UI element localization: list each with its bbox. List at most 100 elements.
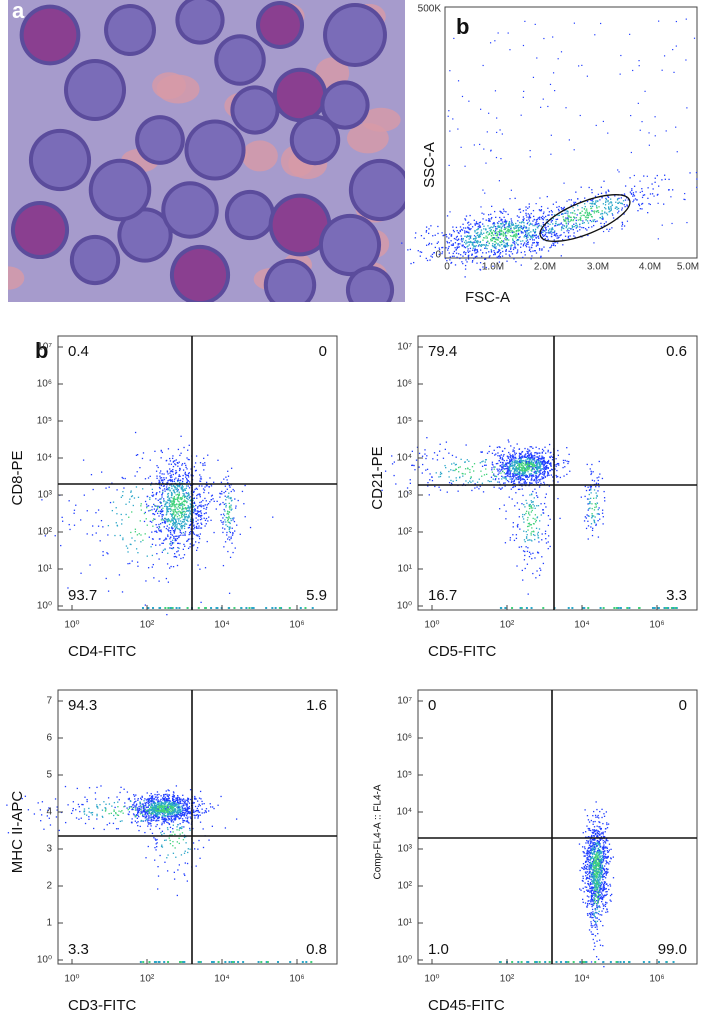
event-dot (502, 223, 503, 224)
event-dot (152, 506, 153, 507)
event-dot (556, 233, 557, 234)
event-dot (588, 538, 589, 539)
event-dot (140, 520, 141, 521)
event-dot (533, 518, 534, 519)
event-dot (519, 222, 520, 223)
event-dot (541, 217, 542, 218)
event-dot (197, 506, 198, 507)
event-dot (468, 258, 469, 259)
event-dot (147, 803, 148, 804)
event-dot (631, 194, 632, 195)
event-dot (232, 518, 233, 519)
event-dot (62, 517, 63, 518)
event-dot (194, 508, 195, 509)
event-dot (563, 475, 564, 476)
event-dot (109, 487, 110, 488)
event-dot (474, 487, 475, 488)
event-dot (589, 503, 590, 504)
event-dot (553, 245, 554, 246)
axis-event (654, 607, 656, 609)
event-dot (204, 803, 205, 804)
event-dot (181, 487, 182, 488)
event-dot (173, 502, 174, 503)
event-dot (593, 519, 594, 520)
event-dot (516, 467, 517, 468)
event-dot (465, 468, 466, 469)
event-dot (526, 241, 527, 242)
event-dot (83, 459, 84, 460)
event-dot (552, 223, 553, 224)
event-dot (229, 522, 230, 523)
event-dot (533, 235, 534, 236)
event-dot (525, 234, 526, 235)
event-dot (622, 222, 623, 223)
event-dot (552, 220, 553, 221)
event-dot (568, 199, 569, 200)
event-dot (121, 523, 122, 524)
event-dot (591, 523, 592, 524)
event-dot (518, 482, 519, 483)
event-dot (477, 235, 478, 236)
event-dot (536, 447, 537, 448)
event-dot (523, 463, 524, 464)
event-dot (117, 525, 118, 526)
event-dot (573, 224, 574, 225)
event-dot (596, 504, 597, 505)
event-dot (543, 475, 544, 476)
event-dot (188, 492, 189, 493)
event-dot (482, 189, 483, 190)
event-dot (534, 489, 535, 490)
event-dot (650, 204, 651, 205)
event-dot (481, 256, 482, 257)
event-dot (589, 490, 590, 491)
event-dot (612, 205, 613, 206)
event-dot (575, 222, 576, 223)
event-dot (501, 234, 502, 235)
event-dot (182, 475, 183, 476)
event-dot (551, 214, 552, 215)
x-tick-label: 10⁶ (649, 620, 664, 631)
event-dot (510, 228, 511, 229)
event-dot (145, 805, 146, 806)
event-dot (122, 477, 123, 478)
event-dot (188, 473, 189, 474)
event-dot (526, 231, 527, 232)
event-dot (517, 220, 518, 221)
event-dot (452, 256, 453, 257)
event-dot (529, 220, 530, 221)
event-dot (483, 491, 484, 492)
event-dot (186, 815, 187, 816)
event-dot (579, 229, 580, 230)
event-dot (158, 506, 159, 507)
event-dot (500, 211, 501, 212)
event-dot (440, 472, 441, 473)
event-dot (73, 513, 74, 514)
cell-nucleus (33, 133, 87, 187)
event-dot (137, 807, 138, 808)
event-dot (100, 540, 101, 541)
event-dot (182, 818, 183, 819)
event-dot (570, 217, 571, 218)
event-dot (594, 212, 595, 213)
event-dot (564, 220, 565, 221)
event-dot (534, 557, 535, 558)
event-dot (590, 526, 591, 527)
event-dot (489, 228, 490, 229)
event-dot (550, 84, 551, 85)
event-dot (199, 502, 200, 503)
event-dot (525, 500, 526, 501)
event-dot (181, 502, 182, 503)
event-dot (597, 477, 598, 478)
event-dot (158, 811, 159, 812)
event-dot (532, 455, 533, 456)
event-dot (565, 107, 566, 108)
axis-event (571, 607, 573, 609)
event-dot (586, 528, 587, 529)
event-dot (480, 206, 481, 207)
event-dot (483, 226, 484, 227)
event-dot (526, 538, 527, 539)
event-dot (180, 520, 181, 521)
event-dot (603, 121, 604, 122)
event-dot (531, 540, 532, 541)
